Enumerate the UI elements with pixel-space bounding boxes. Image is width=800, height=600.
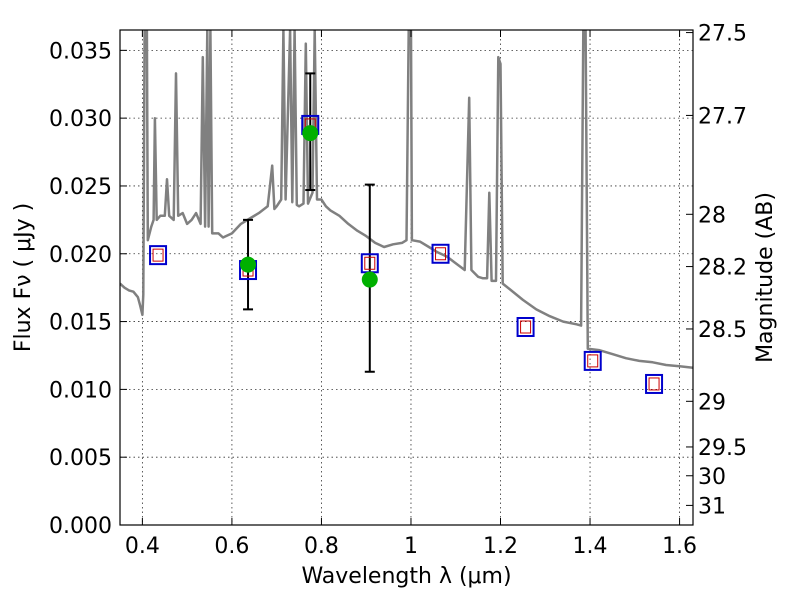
right-tick-label: 30	[698, 465, 726, 490]
y-tick-label: 0.025	[49, 175, 112, 200]
right-tick-label: 28.2	[698, 256, 747, 281]
right-tick-label: 27.7	[698, 104, 747, 129]
x-axis-title: Wavelength λ (μm)	[301, 564, 511, 589]
right-tick-label: 27.5	[698, 22, 747, 47]
x-tick-label: 1	[404, 534, 418, 559]
right-tick-label: 28	[698, 203, 726, 228]
y-tick-label: 0.000	[49, 514, 112, 539]
model-point	[583, 350, 602, 371]
y-tick-label: 0.030	[49, 107, 112, 132]
model-point-inner	[152, 248, 164, 262]
right-tick-label: 29	[698, 390, 726, 415]
model-point	[516, 317, 535, 337]
observed-point	[302, 125, 319, 142]
y-axis-title: Flux Fν ( μJy )	[11, 203, 36, 352]
spectrum-layer	[120, 30, 693, 369]
model-point	[431, 243, 450, 264]
model-point	[645, 373, 664, 394]
observed-point	[361, 271, 378, 288]
model-point-inner	[587, 354, 599, 368]
spectrum-line	[120, 30, 693, 369]
y-tick-label: 0.010	[49, 378, 112, 403]
model-point-inner	[648, 377, 660, 391]
model-point	[149, 245, 168, 266]
x-tick-label: 0.6	[214, 534, 249, 559]
y-tick-label: 0.035	[49, 39, 112, 64]
right-tick-label: 28.5	[698, 318, 747, 343]
y-tick-label: 0.005	[49, 446, 112, 471]
model-point-inner	[364, 256, 376, 270]
x-tick-label: 1.2	[483, 534, 518, 559]
x-tick-label: 0.4	[125, 534, 160, 559]
plot-frame	[119, 29, 694, 526]
x-tick-label: 1.4	[573, 534, 608, 559]
right-tick-label: 31	[698, 494, 726, 519]
right-axis-title: Magnitude (AB)	[753, 192, 778, 363]
right-tick-label: 29.5	[698, 436, 747, 461]
y-tick-label: 0.015	[49, 311, 112, 336]
y-tick-label: 0.020	[49, 243, 112, 268]
observed-point	[240, 256, 257, 273]
x-tick-label: 0.8	[304, 534, 339, 559]
x-tick-label: 1.6	[662, 534, 697, 559]
tick-layer: 0.4 0.6 0.8 1 1.2 1.4 1.6 0.000 0.005 0.010 0.015 0…	[49, 22, 747, 559]
model-point-inner	[435, 247, 447, 261]
model-point-inner	[520, 320, 532, 334]
observed-layer	[240, 125, 378, 288]
